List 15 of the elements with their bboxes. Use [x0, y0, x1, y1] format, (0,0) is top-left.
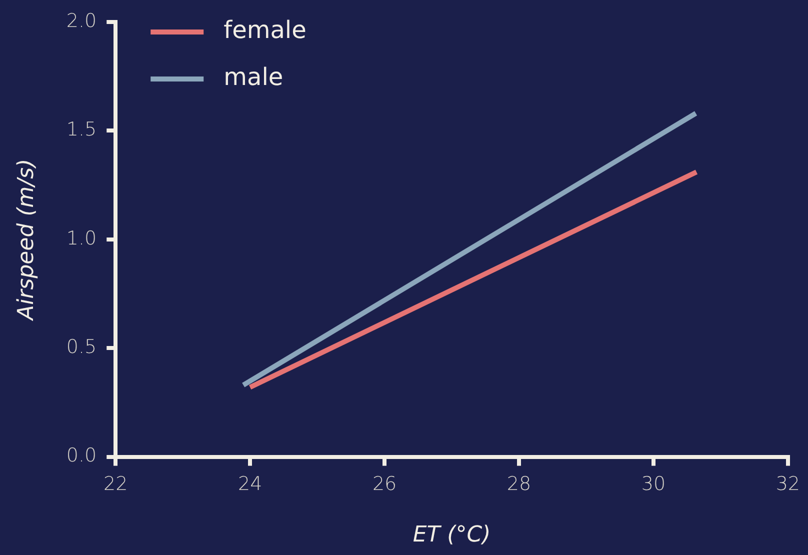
x-tick-label: 24 [238, 473, 262, 496]
y-tick-label: 0.0 [66, 444, 97, 467]
y-axis-title: Airspeed (m/s) [14, 158, 39, 322]
legend-label: male [224, 63, 284, 92]
x-tick-label: 32 [776, 473, 800, 496]
y-tick-label: 0.5 [66, 336, 97, 358]
x-tick-label: 22 [104, 473, 128, 496]
y-tick-label: 1.0 [66, 227, 97, 250]
x-axis-title: ET (°C) [412, 522, 491, 548]
x-tick-label: 30 [641, 473, 666, 496]
x-tick-label: 26 [372, 473, 397, 496]
legend-label: female [224, 16, 306, 44]
y-tick-label: 1.5 [66, 118, 97, 141]
y-tick-label: 2.0 [66, 10, 97, 32]
x-tick-label: 28 [506, 473, 532, 496]
